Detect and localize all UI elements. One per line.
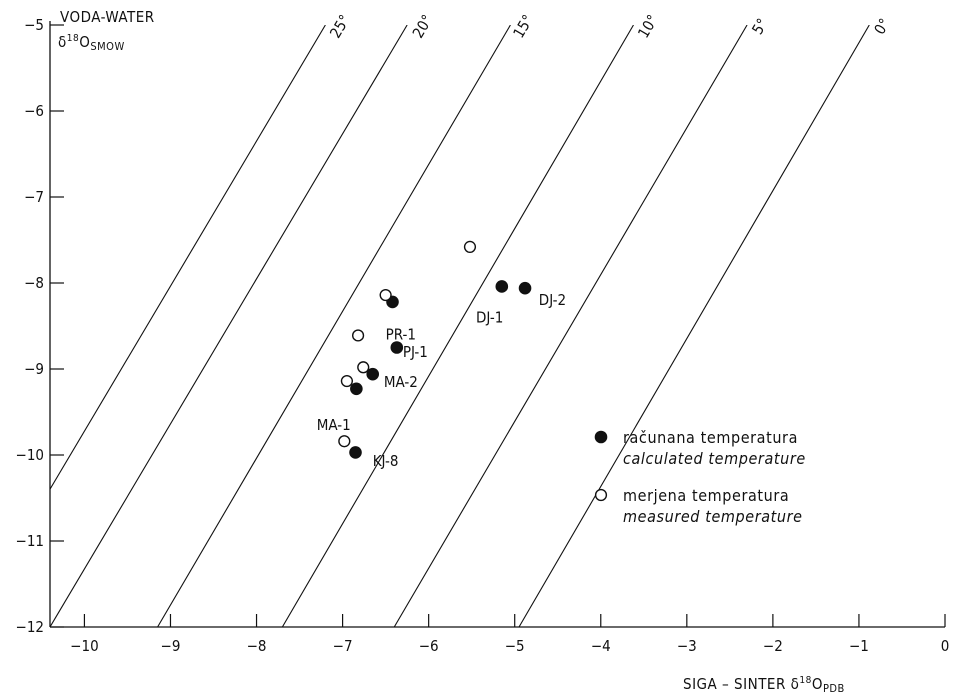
isotherm-line-1	[50, 25, 408, 627]
legend-label-1: merjena temperatura	[623, 486, 789, 505]
axes: −5−6−7−8−9−10−11−12−10 −9 −8 −7 −6 −5 −4 −3 −2 −1…	[16, 8, 950, 695]
x-axis-title: SIGA – SINTER δ18OPDB	[683, 675, 845, 695]
measured-point-5	[463, 240, 477, 253]
legend-sublabel-0: calculated temperature	[623, 449, 806, 468]
isotherm-line-2	[157, 25, 511, 627]
point-label-6: DJ-2	[539, 291, 566, 309]
isotherm-line-3	[281, 25, 634, 627]
isotherm-label-1: 20°	[409, 12, 437, 42]
x-tick-label-1: −9	[161, 637, 181, 655]
isotherm-line-5	[518, 25, 870, 627]
point-label-4: KJ-8	[373, 452, 399, 470]
point-label-1: PJ-1	[403, 343, 428, 361]
isotherm-label-3: 10°	[634, 12, 662, 42]
calculated-point-3	[350, 382, 363, 396]
x-tick-label-6: −4	[591, 637, 611, 655]
y-tick-label-0: −5	[24, 16, 44, 34]
x-tick-label-0: −10	[70, 637, 98, 655]
isotherm-line-4	[393, 25, 748, 627]
calculated-point-5	[495, 280, 509, 293]
measured-point-0	[379, 288, 392, 302]
measured-point-4	[338, 435, 351, 448]
legend: računana temperatura calculated temperatu…	[594, 428, 806, 526]
y-tick-label-3: −8	[24, 274, 44, 292]
isotherm-label-2: 15°	[509, 12, 537, 42]
isotherm-line-0	[50, 25, 326, 491]
point-label-3: MA-1	[317, 416, 351, 434]
measured-point-3	[340, 374, 353, 388]
point-labels: 25° 20° 15° 10° 5° 0° PR-1PJ-1 MA-2 MA-1 KJ-8 DJ-1…	[317, 12, 894, 470]
point-label-0: PR-1	[386, 326, 416, 344]
x-tick-label-4: −6	[419, 637, 439, 655]
calculated-point-1	[390, 341, 404, 354]
y-tick-label-2: −7	[24, 188, 44, 206]
y-tick-label-5: −10	[16, 446, 44, 464]
calculated-point-4	[349, 446, 362, 459]
x-tick-label-8: −2	[763, 637, 783, 655]
point-label-5: DJ-1	[476, 308, 503, 326]
data-points	[338, 240, 532, 459]
x-tick-label-9: −1	[849, 637, 869, 655]
isotherm-label-5: 0°	[871, 15, 894, 37]
x-tick-label-10: 0	[941, 637, 950, 655]
measured-point-1	[351, 329, 365, 342]
isotherm-label-0: 25°	[326, 12, 354, 42]
y-tick-label-6: −11	[16, 532, 44, 550]
y-tick-label-7: −12	[16, 618, 44, 636]
legend-marker-1	[594, 488, 608, 502]
isotherm-lines	[50, 25, 870, 627]
y-axis-title-line1: VODA-WATER	[60, 8, 155, 26]
point-label-2: MA-2	[384, 373, 418, 391]
calculated-point-2	[366, 367, 380, 381]
legend-marker-0	[594, 430, 608, 444]
y-tick-label-4: −9	[24, 360, 44, 378]
y-tick-label-1: −6	[24, 102, 44, 120]
x-tick-label-7: −3	[677, 637, 697, 655]
x-tick-label-3: −7	[333, 637, 353, 655]
calculated-point-6	[518, 281, 532, 295]
measured-point-2	[357, 361, 370, 374]
legend-label-0: računana temperatura	[623, 428, 798, 447]
isotherm-label-4: 5°	[748, 15, 771, 37]
y-axis-title-line2: δ18OSMOW	[58, 33, 125, 53]
x-tick-label-2: −8	[247, 637, 267, 655]
x-tick-label-5: −5	[505, 637, 525, 655]
legend-sublabel-1: measured temperature	[623, 507, 803, 526]
